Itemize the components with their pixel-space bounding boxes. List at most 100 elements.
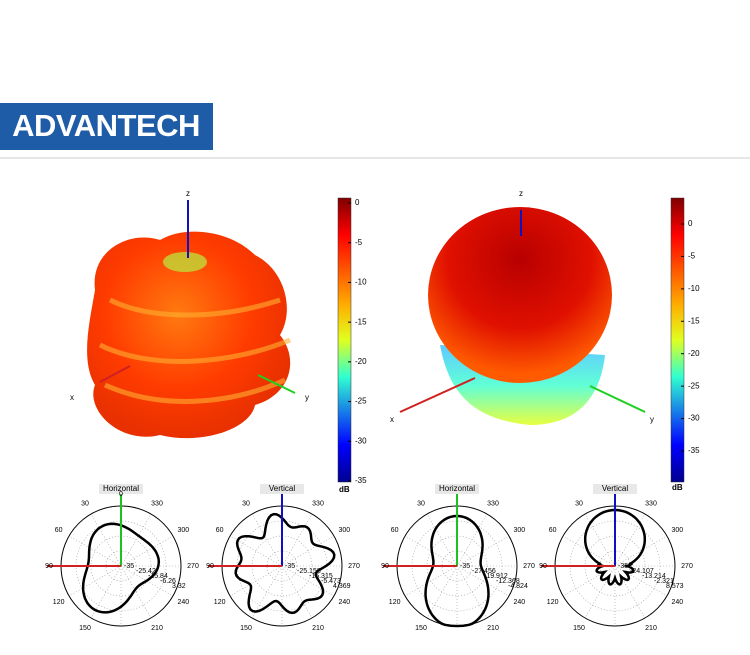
polar-spoke	[281, 513, 313, 567]
angle-label: 90	[206, 563, 214, 570]
polar-title: Horizontal	[439, 484, 475, 493]
polar-spoke	[90, 513, 122, 567]
angle-label: 120	[547, 599, 559, 606]
ring-label: -4.824	[508, 583, 528, 590]
colorbar-label: -15	[355, 317, 367, 326]
colorbar-label: -20	[688, 349, 700, 358]
axis-x	[99, 365, 131, 383]
angle-label: 330	[487, 500, 499, 507]
polar-spoke	[68, 535, 122, 567]
ring-label: -35	[124, 563, 134, 570]
ring-label: -13.214	[642, 573, 666, 580]
pattern-3d-dip	[163, 252, 207, 272]
angle-label: 30	[242, 500, 250, 507]
polar-spoke	[456, 565, 510, 597]
angle-label: 60	[216, 527, 224, 534]
polar-title: Horizontal	[103, 484, 139, 493]
colorbar-label: -25	[688, 381, 700, 390]
colorbar-label: -25	[355, 397, 367, 406]
angle-label: 60	[549, 527, 557, 534]
logo: ADVANTECH	[12, 108, 200, 143]
ring-label: -35	[285, 563, 295, 570]
polar-spoke	[426, 565, 458, 619]
polar-curve	[424, 514, 490, 628]
polar-curve	[81, 522, 161, 614]
angle-label: 30	[81, 500, 89, 507]
angle-label: 210	[151, 625, 163, 632]
polar-title-bg	[593, 484, 637, 494]
angle-label: 150	[79, 625, 91, 632]
angle-label: 210	[487, 625, 499, 632]
axis-x	[399, 377, 476, 413]
colorbar	[670, 197, 685, 483]
colorbar	[337, 197, 352, 483]
polar-spoke	[614, 513, 646, 567]
angle-label: 270	[348, 563, 360, 570]
axis-label: z	[519, 189, 523, 198]
polar-spoke	[281, 565, 313, 619]
angle-label: 210	[312, 625, 324, 632]
colorbar-label: -20	[355, 357, 367, 366]
colorbar-label: -10	[688, 284, 700, 293]
ring-label: -6.26	[160, 578, 176, 585]
logo-box	[0, 103, 213, 150]
angle-label: 120	[214, 599, 226, 606]
angle-label: 330	[645, 500, 657, 507]
colorbar-label: -15	[688, 316, 700, 325]
angle-label: 240	[178, 599, 190, 606]
colorbar-label: -35	[688, 446, 700, 455]
ring-label: -15.84	[148, 573, 168, 580]
polar-spoke	[68, 565, 122, 597]
polar-spoke	[120, 513, 152, 567]
polar-spoke	[584, 513, 616, 567]
polar-spoke	[281, 565, 335, 597]
angle-label: 60	[55, 527, 63, 534]
angle-label: 270	[187, 563, 199, 570]
polar-spoke	[251, 565, 283, 619]
ring-label: -12.368	[496, 578, 520, 585]
angle-label: 240	[514, 599, 526, 606]
polar-spoke	[404, 565, 458, 597]
axis-label: y	[305, 393, 309, 402]
axis-label: y	[650, 415, 654, 424]
angle-label: 270	[681, 563, 693, 570]
polar-spoke	[120, 535, 174, 567]
angle-label: 30	[417, 500, 425, 507]
axis-y	[589, 385, 646, 413]
ring-label: -15.315	[309, 573, 333, 580]
polar-title-bg	[435, 484, 479, 494]
angle-label: 30	[575, 500, 583, 507]
axis-label: z	[186, 189, 190, 198]
angle-label: 90	[381, 563, 389, 570]
angle-label: 300	[514, 527, 526, 534]
angle-label: 240	[672, 599, 684, 606]
ring-label: 8.573	[666, 583, 684, 590]
colorbar-unit: dB	[672, 483, 683, 492]
angle-label: 150	[240, 625, 252, 632]
polar-spoke	[456, 565, 488, 619]
polar-title-bg	[99, 484, 143, 494]
angle-label: 120	[389, 599, 401, 606]
polar-title-bg	[260, 484, 304, 494]
polar-spoke	[90, 565, 122, 619]
axis-label: x	[390, 415, 394, 424]
colorbar-label: -5	[355, 238, 363, 247]
axis-y	[257, 374, 296, 394]
angle-label: 120	[53, 599, 65, 606]
angle-label: 300	[178, 527, 190, 534]
angle-label: 60	[391, 527, 399, 534]
ring-label: 4.369	[333, 583, 351, 590]
ring-label: -19.912	[484, 573, 508, 580]
polar-title: Vertical	[602, 484, 628, 493]
axis-label: x	[70, 393, 74, 402]
pattern-3d	[428, 207, 612, 383]
angle-label: 90	[539, 563, 547, 570]
angle-label: 90	[45, 563, 53, 570]
ring-label: -25.42	[136, 568, 156, 575]
angle-label: 300	[672, 527, 684, 534]
polar-spoke	[456, 513, 488, 567]
polar-spoke	[120, 565, 152, 619]
angle-label: 270	[523, 563, 535, 570]
